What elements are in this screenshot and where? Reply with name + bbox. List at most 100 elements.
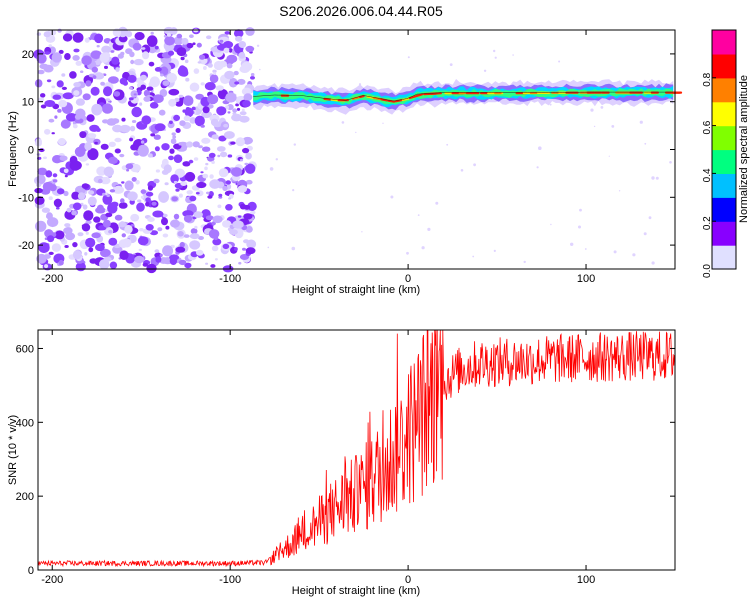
- noise-blob: [216, 146, 226, 152]
- y-tick-label: 200: [16, 491, 34, 503]
- noise-blob: [216, 106, 227, 116]
- noise-blob: [148, 81, 154, 88]
- noise-speck: [644, 142, 647, 145]
- noise-blob: [225, 180, 231, 185]
- snr-x-ticks: -200 -100 0 100: [41, 330, 595, 586]
- noise-blob: [237, 78, 246, 85]
- noise-blob: [147, 217, 155, 222]
- noise-blob: [40, 104, 47, 109]
- x-tick-label: 100: [577, 273, 595, 285]
- colorbar-band: [712, 59, 736, 67]
- noise-blob: [178, 142, 183, 146]
- x-tick-label: -100: [219, 273, 241, 285]
- noise-blob: [82, 93, 91, 101]
- colorbar-band: [712, 191, 736, 198]
- y-tick-label: 0: [28, 145, 34, 157]
- noise-blob: [36, 53, 47, 64]
- noise-blob: [137, 236, 149, 246]
- noise-blob: [218, 168, 229, 178]
- noise-blob: [245, 27, 255, 36]
- noise-blob: [196, 190, 204, 197]
- noise-speck: [558, 60, 561, 63]
- noise-blob: [211, 160, 215, 164]
- noise-blob: [57, 28, 62, 33]
- noise-blob: [157, 227, 163, 232]
- noise-blob: [162, 245, 174, 257]
- noise-blob: [184, 262, 192, 269]
- noise-blob: [85, 163, 90, 166]
- noise-blob: [75, 60, 82, 66]
- noise-blob: [74, 114, 82, 120]
- noise-blob: [225, 204, 233, 211]
- noise-blob: [143, 96, 151, 102]
- noise-blob: [177, 231, 184, 237]
- noise-blob: [127, 191, 138, 201]
- noise-blob: [36, 153, 41, 156]
- noise-blob: [222, 220, 232, 228]
- noise-blob: [108, 229, 113, 234]
- noise-blob: [163, 26, 175, 35]
- noise-blob: [96, 45, 100, 48]
- noise-blob: [150, 133, 156, 137]
- noise-blob: [204, 82, 216, 91]
- noise-speck: [472, 255, 475, 258]
- y-tick-label: 600: [16, 343, 34, 355]
- noise-blob: [238, 41, 247, 48]
- noise-blob: [137, 144, 149, 157]
- noise-blob: [250, 210, 256, 215]
- noise-blob: [118, 202, 128, 209]
- noise-blob: [94, 141, 98, 145]
- noise-blob: [175, 246, 186, 253]
- noise-blob: [153, 178, 160, 184]
- noise-speck: [291, 246, 296, 251]
- noise-blob: [233, 29, 244, 38]
- noise-blob: [164, 182, 169, 186]
- colorbar-band: [712, 113, 736, 121]
- noise-blob: [230, 141, 236, 145]
- noise-blob: [223, 123, 229, 128]
- noise-blob: [84, 142, 92, 151]
- noise-speck: [341, 121, 345, 124]
- noise-blob: [112, 185, 125, 194]
- noise-speck: [435, 201, 439, 205]
- noise-blob: [189, 233, 200, 240]
- noise-blob: [211, 134, 219, 140]
- noise-blob: [56, 80, 64, 88]
- noise-blob: [43, 156, 47, 160]
- colorbar-tick-label: 0.4: [702, 168, 713, 182]
- colorbar-ticks: 0.0 0.2 0.4 0.6 0.8: [702, 72, 716, 278]
- noise-blob: [142, 51, 150, 60]
- noise-blob: [88, 190, 95, 195]
- noise-blob: [51, 85, 56, 89]
- noise-blob: [166, 33, 172, 37]
- noise-blob: [154, 45, 159, 50]
- noise-blob: [83, 117, 88, 121]
- signal-ridge: [408, 93, 424, 100]
- noise-blob: [34, 187, 43, 194]
- signal-ridge: [401, 97, 410, 102]
- noise-blob: [175, 188, 180, 192]
- noise-blob: [38, 242, 50, 254]
- noise-blob: [215, 85, 224, 91]
- noise-blob: [107, 202, 118, 214]
- noise-blob: [195, 93, 204, 100]
- snr-x-label: Height of straight line (km): [292, 585, 420, 597]
- noise-blob: [140, 140, 145, 144]
- spectrogram-x-ticks: -200 -100 0 100: [41, 30, 595, 285]
- noise-blob: [58, 49, 64, 54]
- snr-y-label: SNR (10 * v/v): [7, 415, 19, 485]
- colorbar-band: [712, 257, 736, 264]
- spectrogram-y-label: Frequency (Hz): [7, 111, 19, 187]
- noise-blob: [183, 215, 193, 223]
- noise-blob: [87, 148, 99, 161]
- noise-speck: [578, 225, 581, 229]
- noise-speck: [355, 131, 357, 134]
- noise-blob: [239, 111, 247, 116]
- noise-blob: [234, 81, 240, 85]
- noise-blob: [61, 73, 66, 77]
- noise-blob: [106, 118, 117, 126]
- noise-blob: [236, 107, 241, 111]
- noise-blob: [245, 179, 253, 185]
- noise-speck: [579, 208, 582, 212]
- noise-blob: [159, 253, 163, 257]
